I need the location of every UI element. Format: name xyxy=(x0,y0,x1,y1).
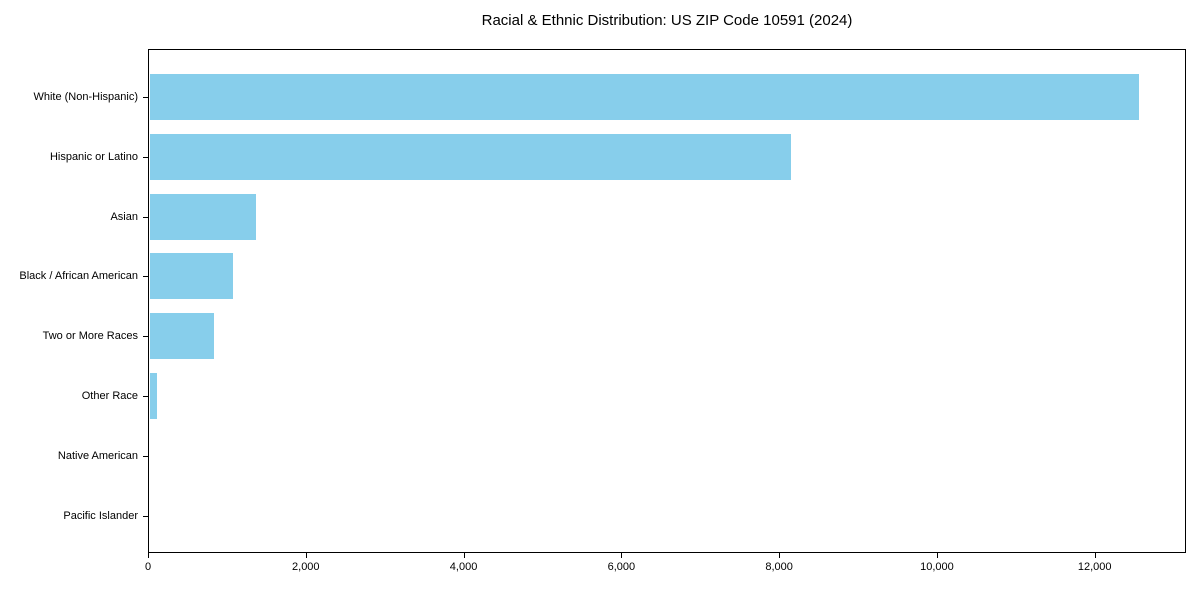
x-tick-mark xyxy=(305,553,307,558)
y-tick-mark xyxy=(143,97,148,98)
y-tick-mark xyxy=(143,336,148,338)
chart-title: Racial & Ethnic Distribution: US ZIP Cod… xyxy=(481,12,853,29)
category-label: Asian xyxy=(110,210,138,223)
x-tick-mark xyxy=(621,553,623,558)
category-label: Other Race xyxy=(81,389,138,402)
y-tick-mark xyxy=(143,216,148,218)
x-tick-label: 0 xyxy=(144,561,152,573)
bar xyxy=(150,313,214,360)
y-tick-mark xyxy=(143,455,148,457)
bar xyxy=(150,74,1139,120)
bar xyxy=(150,253,233,300)
x-tick-label: 12,000 xyxy=(1077,561,1112,573)
category-label: Hispanic or Latino xyxy=(49,150,138,163)
bar xyxy=(150,372,158,419)
x-tick-mark xyxy=(463,553,465,558)
x-tick-mark xyxy=(779,553,781,558)
y-tick-mark xyxy=(143,395,148,397)
y-tick-mark xyxy=(143,276,148,278)
y-tick-mark xyxy=(143,515,148,517)
x-tick-label: 2,000 xyxy=(292,561,320,573)
x-tick-label: 4,000 xyxy=(449,561,478,573)
x-tick-label: 6,000 xyxy=(607,561,636,573)
category-label: Pacific Islander xyxy=(63,509,138,522)
category-label: Black / African American xyxy=(19,270,138,283)
category-label: Two or More Races xyxy=(42,330,138,343)
plot-area xyxy=(148,49,1186,553)
x-tick-label: 8,000 xyxy=(765,561,793,573)
y-tick-mark xyxy=(143,156,148,158)
x-tick-mark xyxy=(936,553,938,558)
bar xyxy=(150,133,791,180)
category-label: White (Non-Hispanic) xyxy=(33,91,138,103)
x-tick-label: 10,000 xyxy=(920,561,954,573)
bar xyxy=(150,193,257,240)
x-tick-mark xyxy=(148,553,149,558)
category-label: Native American xyxy=(57,449,138,462)
x-tick-mark xyxy=(1094,553,1096,558)
